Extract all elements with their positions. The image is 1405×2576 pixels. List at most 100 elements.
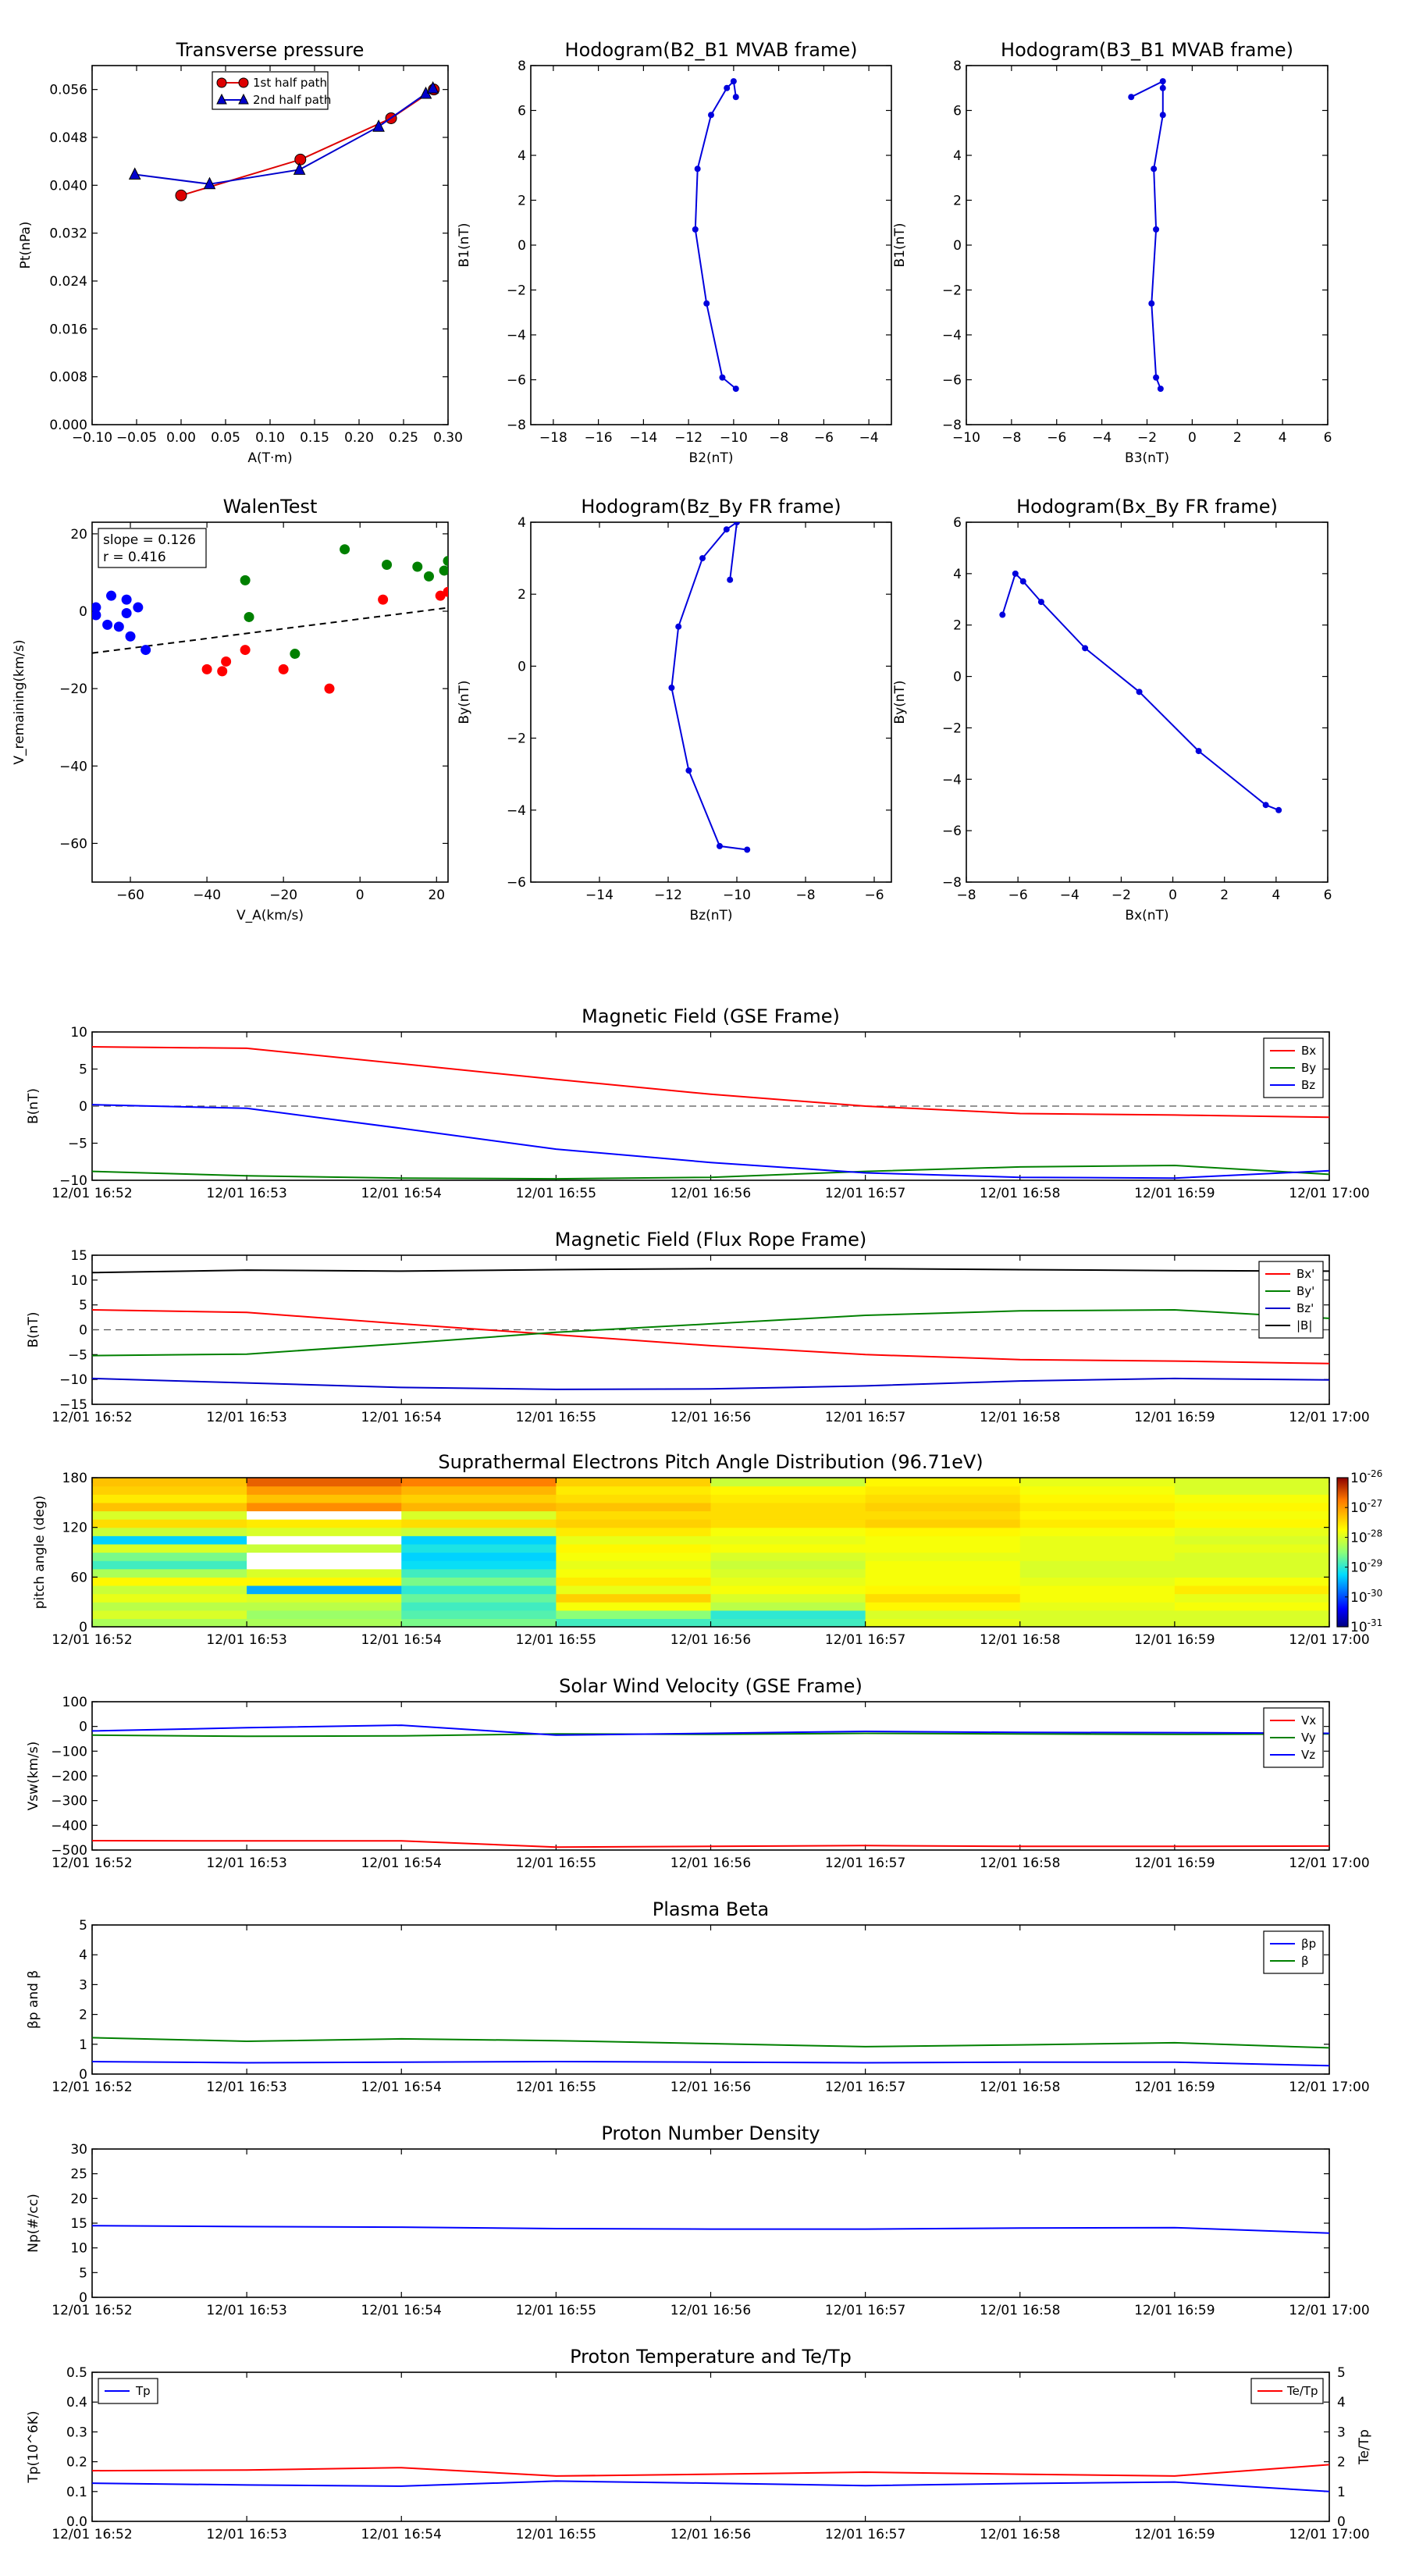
annotation-text: r = 0.416 bbox=[103, 550, 166, 565]
series-line bbox=[92, 1732, 1329, 1738]
legend-marker bbox=[216, 77, 227, 88]
heatmap-cell bbox=[710, 1593, 866, 1603]
y-tick-label: 6 bbox=[953, 104, 962, 119]
y-tick-label: 30 bbox=[70, 2142, 87, 2158]
heatmap-cell bbox=[710, 1610, 866, 1619]
heatmap-cell bbox=[92, 1577, 247, 1586]
y-tick-label: 0 bbox=[79, 1620, 87, 1635]
heatmap-cell bbox=[710, 1478, 866, 1487]
legend-label: By' bbox=[1297, 1284, 1314, 1298]
heatmap-cell bbox=[247, 1585, 402, 1595]
heatmap-cell bbox=[1019, 1602, 1176, 1611]
data-point bbox=[708, 112, 714, 119]
heatmap-cell bbox=[865, 1494, 1021, 1503]
x-tick-label: 0 bbox=[356, 888, 365, 903]
y-tick-label: −8 bbox=[942, 418, 962, 433]
heatmap-cell bbox=[401, 1478, 557, 1487]
plot-area bbox=[92, 1046, 1329, 1180]
y-tick-label: 4 bbox=[518, 515, 526, 531]
heatmap-cell bbox=[247, 1543, 402, 1553]
data-point bbox=[423, 571, 434, 582]
plot-frame bbox=[966, 65, 1329, 425]
data-point bbox=[744, 846, 751, 853]
y-tick-label: −5 bbox=[68, 1137, 87, 1152]
x-tick-label: 12/01 16:54 bbox=[361, 1410, 442, 1425]
y-tick-label: −4 bbox=[942, 328, 962, 343]
heatmap-cell bbox=[865, 1585, 1021, 1595]
x-tick-label: −6 bbox=[814, 430, 834, 446]
x-tick-label: 6 bbox=[1324, 888, 1332, 903]
heatmap-cell bbox=[865, 1602, 1021, 1611]
y-tick-label: −15 bbox=[59, 1397, 87, 1413]
x-tick-label: 12/01 16:57 bbox=[825, 1410, 905, 1425]
heatmap-cell bbox=[556, 1494, 712, 1503]
data-point bbox=[244, 611, 254, 622]
chart-title: Solar Wind Velocity (GSE Frame) bbox=[559, 1675, 863, 1697]
x-tick-label: 0.10 bbox=[255, 430, 285, 446]
heatmap-cell bbox=[556, 1478, 712, 1487]
legend-label: 1st half path bbox=[253, 76, 327, 90]
y-axis-label: B(nT) bbox=[26, 1088, 41, 1124]
y-tick-label-right: 5 bbox=[1337, 2365, 1346, 2381]
x-tick-label: 12/01 16:56 bbox=[670, 1856, 751, 1871]
plot-frame bbox=[530, 65, 892, 425]
y-tick-label: 4 bbox=[518, 148, 526, 164]
series-line bbox=[92, 1309, 1329, 1364]
heatmap-cell bbox=[247, 1618, 402, 1628]
data-point bbox=[439, 565, 448, 576]
x-tick-label: 12/01 16:54 bbox=[361, 1856, 442, 1871]
x-tick-label: 12/01 16:58 bbox=[980, 1186, 1060, 1201]
heatmap-cell bbox=[865, 1618, 1021, 1628]
data-point bbox=[1159, 78, 1166, 85]
y-tick-label: 2 bbox=[518, 587, 526, 603]
y-axis-label: B1(nT) bbox=[892, 223, 908, 268]
data-point bbox=[724, 84, 731, 91]
y-tick-label: −40 bbox=[59, 759, 87, 774]
heatmap-cell bbox=[865, 1478, 1021, 1487]
y-axis-label: Vsw(km/s) bbox=[26, 1742, 41, 1811]
y-tick-label: 1 bbox=[79, 2037, 87, 2053]
x-tick-label: 12/01 16:57 bbox=[825, 2527, 905, 2542]
data-point bbox=[1019, 578, 1026, 585]
data-point bbox=[140, 645, 151, 656]
y-tick-label: 5 bbox=[79, 1062, 87, 1078]
heatmap-cell bbox=[1019, 1610, 1176, 1619]
heatmap-cell bbox=[1174, 1610, 1330, 1619]
x-tick-label: 12/01 16:52 bbox=[52, 2303, 132, 2318]
y-tick-label: 10 bbox=[70, 2241, 87, 2257]
y-tick-label: 20 bbox=[70, 527, 87, 543]
heatmap-cell bbox=[247, 1502, 402, 1512]
legend-label: Bz' bbox=[1297, 1301, 1314, 1315]
x-tick-label: 12/01 16:55 bbox=[516, 2527, 596, 2542]
x-tick-label: 12/01 16:54 bbox=[361, 2080, 442, 2095]
colorbar-tick-base: 10 bbox=[1350, 1590, 1368, 1606]
legend-label: By bbox=[1301, 1061, 1316, 1075]
plot-frame bbox=[91, 2371, 1330, 2522]
heatmap-cell bbox=[1019, 1502, 1176, 1512]
heatmap-cell bbox=[92, 1478, 247, 1487]
plot-area bbox=[999, 570, 1282, 813]
y-tick-label: 60 bbox=[70, 1570, 87, 1585]
x-tick-label: 12/01 16:52 bbox=[52, 1632, 132, 1648]
y-tick-label: −10 bbox=[59, 1372, 87, 1388]
x-tick-label: −4 bbox=[1092, 430, 1112, 446]
heatmap-cell bbox=[401, 1568, 557, 1578]
x-tick-label: 12/01 16:55 bbox=[516, 2303, 596, 2318]
series-line bbox=[92, 1724, 1329, 1736]
series-line bbox=[92, 1104, 1329, 1179]
heatmap-cell bbox=[1019, 1560, 1176, 1570]
x-tick-label: −10 bbox=[952, 430, 980, 446]
chart-vsw: Solar Wind Velocity (GSE Frame) −500 −400 −… bbox=[26, 1675, 1370, 1871]
y-tick-label: 0.0 bbox=[66, 2514, 87, 2530]
data-point bbox=[734, 522, 740, 525]
y-tick-label: −2 bbox=[942, 283, 962, 299]
heatmap-cell bbox=[556, 1519, 712, 1528]
data-point bbox=[1012, 570, 1019, 577]
heatmap-cell bbox=[247, 1552, 402, 1561]
y-axis-label: B1(nT) bbox=[457, 223, 472, 268]
chart-temp: Proton Temperature and Te/Tp 0.0 0.1 0.2 0.3… bbox=[26, 2346, 1372, 2542]
legend-label: β bbox=[1301, 1954, 1309, 1968]
x-tick-label: 12/01 16:59 bbox=[1134, 2527, 1215, 2542]
colorbar-tick-base: 10 bbox=[1350, 1620, 1368, 1635]
heatmap-cell bbox=[556, 1535, 712, 1545]
